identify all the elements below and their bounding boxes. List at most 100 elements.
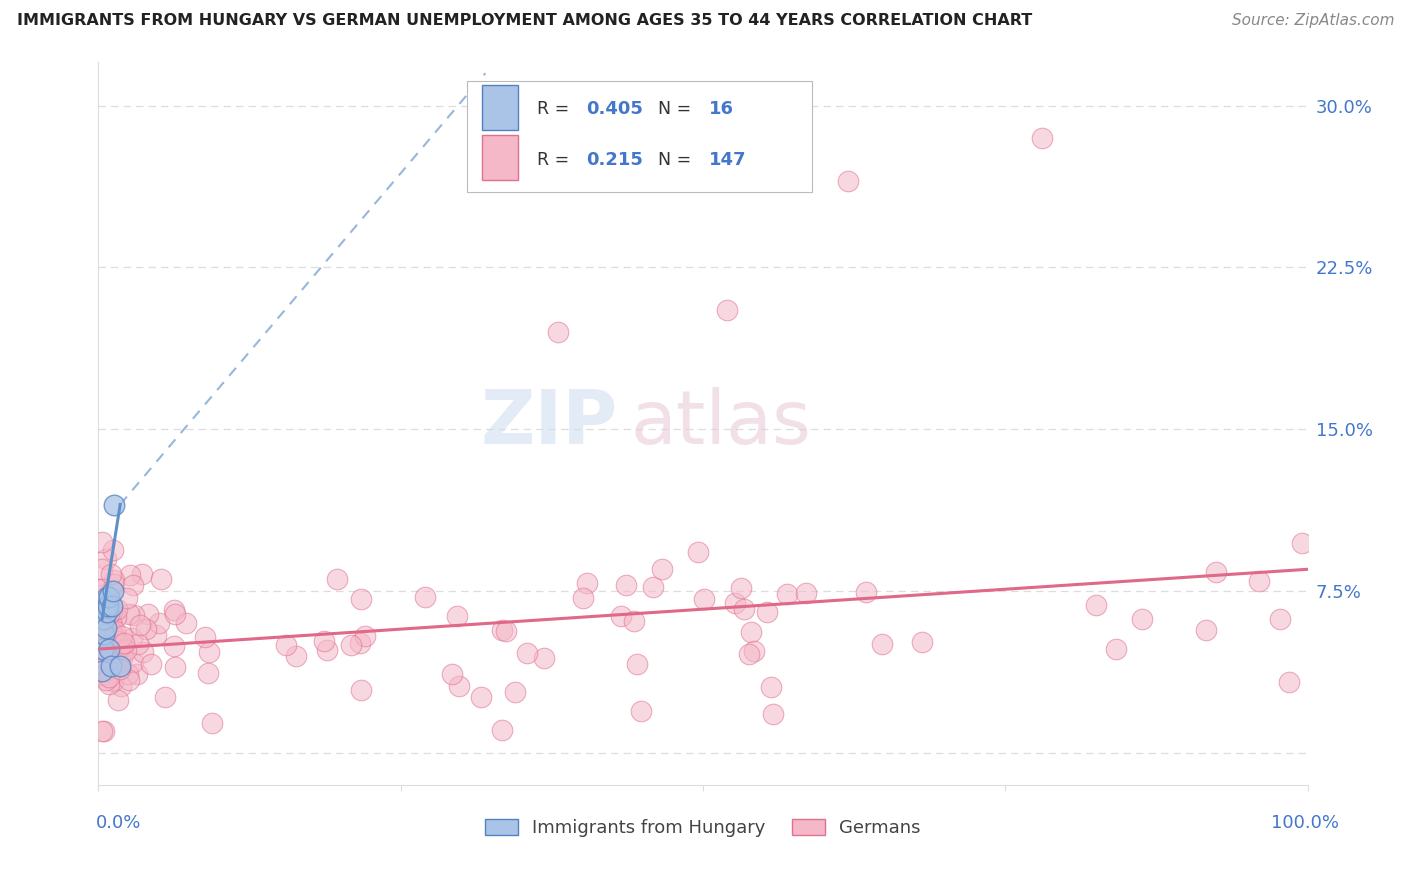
Point	[174, 615, 197, 630]
Point	[197, 666, 219, 681]
Text: 0.215: 0.215	[586, 151, 643, 169]
Point	[101, 582, 124, 597]
Point	[911, 635, 934, 649]
Point	[110, 637, 132, 651]
Point	[724, 596, 747, 610]
Point	[135, 622, 157, 636]
Point	[108, 651, 131, 665]
Point	[136, 607, 159, 622]
Point	[94, 639, 117, 653]
Point	[572, 591, 595, 606]
Point	[740, 625, 762, 640]
Point	[112, 636, 135, 650]
Point	[96, 591, 118, 605]
Point	[98, 607, 121, 621]
Point	[93, 627, 115, 641]
Point	[163, 603, 186, 617]
Point	[716, 303, 738, 318]
Point	[98, 604, 121, 618]
Point	[91, 664, 114, 678]
Point	[139, 657, 162, 671]
Point	[111, 629, 134, 643]
Point	[470, 690, 492, 705]
Point	[98, 677, 121, 691]
Point	[794, 586, 817, 600]
Point	[117, 667, 139, 681]
Point	[165, 660, 187, 674]
Text: atlas: atlas	[630, 387, 811, 460]
Point	[108, 642, 131, 657]
Point	[96, 624, 118, 638]
Point	[104, 624, 127, 638]
Point	[98, 670, 121, 684]
Point	[94, 599, 117, 613]
Point	[350, 591, 373, 606]
Point	[314, 633, 336, 648]
Point	[200, 715, 222, 730]
Point	[163, 607, 186, 622]
Point	[100, 567, 122, 582]
Point	[742, 643, 765, 657]
Point	[105, 634, 128, 648]
Point	[91, 614, 114, 628]
Point	[693, 591, 716, 606]
Point	[145, 628, 167, 642]
Point	[111, 650, 134, 665]
Point	[110, 663, 132, 677]
Point	[98, 642, 121, 657]
Point	[516, 646, 538, 660]
Point	[776, 587, 799, 601]
Point	[91, 633, 114, 648]
Point	[274, 638, 297, 652]
Point	[91, 667, 114, 681]
Point	[104, 661, 127, 675]
Point	[100, 624, 122, 638]
Point	[101, 583, 124, 598]
Point	[340, 638, 363, 652]
Text: R =: R =	[537, 151, 575, 169]
Point	[91, 642, 114, 657]
Point	[576, 576, 599, 591]
Point	[91, 582, 114, 596]
Point	[93, 724, 115, 739]
Point	[1084, 598, 1107, 612]
Point	[315, 643, 337, 657]
Point	[97, 654, 120, 668]
Point	[115, 591, 138, 606]
Point	[100, 599, 122, 613]
Text: Source: ZipAtlas.com: Source: ZipAtlas.com	[1232, 13, 1395, 29]
Point	[91, 562, 114, 576]
Point	[122, 577, 145, 591]
Text: N =: N =	[658, 101, 697, 119]
Point	[641, 580, 664, 594]
Text: 0.405: 0.405	[586, 101, 643, 119]
Point	[91, 607, 114, 621]
FancyBboxPatch shape	[467, 80, 811, 193]
Point	[1205, 565, 1227, 579]
Point	[626, 657, 648, 671]
Point	[103, 498, 125, 512]
Text: 0.0%: 0.0%	[96, 814, 141, 831]
Text: IMMIGRANTS FROM HUNGARY VS GERMAN UNEMPLOYMENT AMONG AGES 35 TO 44 YEARS CORRELA: IMMIGRANTS FROM HUNGARY VS GERMAN UNEMPL…	[17, 13, 1032, 29]
Point	[118, 568, 141, 582]
Point	[651, 562, 673, 576]
Point	[730, 581, 752, 595]
Point	[101, 604, 124, 618]
Point	[98, 591, 121, 605]
Point	[198, 645, 221, 659]
Point	[163, 640, 186, 654]
Point	[855, 585, 877, 599]
Point	[118, 607, 141, 621]
Point	[128, 618, 150, 632]
Point	[91, 582, 114, 596]
Point	[733, 602, 755, 616]
Point	[94, 599, 117, 613]
Point	[547, 325, 569, 339]
Point	[91, 668, 114, 682]
Point	[737, 647, 759, 661]
Text: 147: 147	[709, 151, 747, 169]
Point	[533, 651, 555, 665]
Point	[350, 682, 373, 697]
Point	[630, 704, 652, 718]
Point	[762, 706, 785, 721]
